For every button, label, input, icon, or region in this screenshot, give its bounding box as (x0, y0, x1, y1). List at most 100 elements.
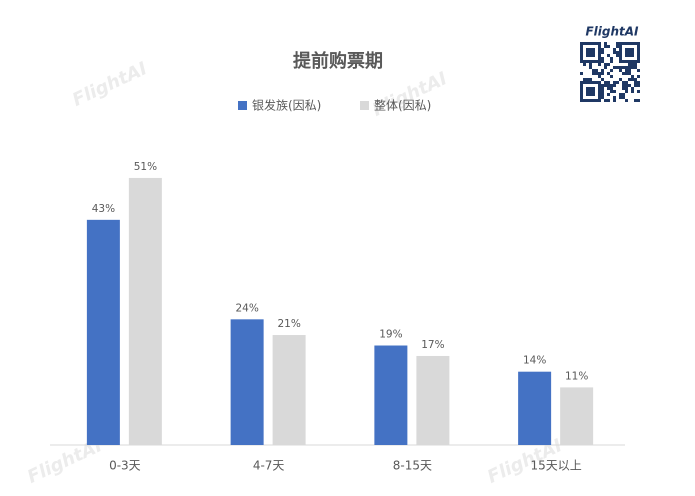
qr-cell (610, 87, 613, 90)
qr-cell (604, 81, 607, 84)
value-label: 51% (134, 161, 157, 173)
qr-finder (580, 81, 601, 102)
qr-cell (616, 81, 619, 84)
bar (86, 219, 120, 445)
qr-cell (613, 84, 616, 87)
qr-cell (637, 81, 640, 84)
x-tick-label: 8-15天 (393, 459, 432, 473)
qr-cell (625, 69, 628, 72)
qr-cell (628, 66, 631, 69)
qr-cell (631, 87, 634, 90)
qr-cell (622, 72, 625, 75)
logo-text: FlightAI (585, 25, 639, 39)
bar (518, 371, 552, 445)
qr-cell (637, 90, 640, 93)
qr-cell (622, 93, 625, 96)
qr-cell (592, 69, 595, 72)
qr-cell (598, 75, 601, 78)
qr-cell (634, 99, 637, 102)
qr-cell (589, 63, 592, 66)
qr-cell (607, 45, 610, 48)
qr-cell (580, 72, 583, 75)
qr-cell (592, 72, 595, 75)
qr-cell (604, 45, 607, 48)
qr-cell (613, 96, 616, 99)
qr-cell (637, 75, 640, 78)
logo: FlightAI (580, 25, 640, 102)
value-label: 11% (565, 370, 588, 382)
qr-cell (601, 69, 604, 72)
qr-cell (637, 69, 640, 72)
qr-cell (607, 54, 610, 57)
value-label: 24% (235, 302, 258, 314)
qr-cell (622, 81, 625, 84)
qr-cell (613, 90, 616, 93)
legend-swatch (238, 101, 247, 110)
qr-cell (601, 84, 604, 87)
qr-cell (631, 78, 634, 81)
qr-finder (586, 48, 595, 57)
qr-cell (601, 51, 604, 54)
qr-cell (622, 84, 625, 87)
qr-cell (604, 66, 607, 69)
qr-cell (616, 66, 619, 69)
legend-label: 整体(因私) (374, 98, 431, 113)
bar (272, 335, 306, 445)
qr-cell (634, 78, 637, 81)
qr-cell (616, 42, 619, 45)
qr-cell (607, 93, 610, 96)
qr-cell (610, 90, 613, 93)
chart-title: 提前购票期 (293, 50, 383, 72)
x-tick-label: 0-3天 (109, 459, 141, 473)
qr-cell (601, 93, 604, 96)
qr-cell (625, 87, 628, 90)
qr-cell (601, 48, 604, 51)
qr-cell (610, 75, 613, 78)
qr-cell (598, 63, 601, 66)
qr-cell (607, 81, 610, 84)
qr-cell (631, 75, 634, 78)
value-label: 19% (379, 329, 402, 341)
qr-cell (625, 81, 628, 84)
qr-cell (604, 63, 607, 66)
qr-cell (619, 93, 622, 96)
qr-cell (595, 72, 598, 75)
qr-cell (616, 54, 619, 57)
qr-cell (610, 84, 613, 87)
qr-cell (610, 57, 613, 60)
qr-cell (613, 99, 616, 102)
bar (374, 345, 408, 445)
qr-cell (637, 84, 640, 87)
qr-cell (631, 63, 634, 66)
watermark: FlightAI (369, 68, 450, 121)
qr-cell (625, 84, 628, 87)
value-label: 17% (421, 339, 444, 351)
qr-cell (613, 48, 616, 51)
qr-cell (604, 42, 607, 45)
qr-cell (607, 72, 610, 75)
qr-cell (622, 66, 625, 69)
qr-finder (580, 42, 601, 63)
qr-cell (631, 90, 634, 93)
qr-cell (604, 99, 607, 102)
bar (128, 177, 162, 446)
qr-cell (634, 63, 637, 66)
qr-cell (604, 84, 607, 87)
qr-cell (607, 99, 610, 102)
qr-cell (601, 78, 604, 81)
qr-cell (628, 63, 631, 66)
qr-cell (613, 51, 616, 54)
qr-cell (625, 66, 628, 69)
qr-cell (634, 84, 637, 87)
qr-cell (613, 66, 616, 69)
qr-cell (601, 90, 604, 93)
qr-cell (628, 84, 631, 87)
qr-cell (625, 72, 628, 75)
qr-cell (631, 66, 634, 69)
legend-label: 银发族(因私) (252, 98, 321, 113)
watermark: FlightAI (69, 58, 150, 111)
qr-cell (607, 84, 610, 87)
qr-cell (616, 51, 619, 54)
qr-cell (619, 69, 622, 72)
